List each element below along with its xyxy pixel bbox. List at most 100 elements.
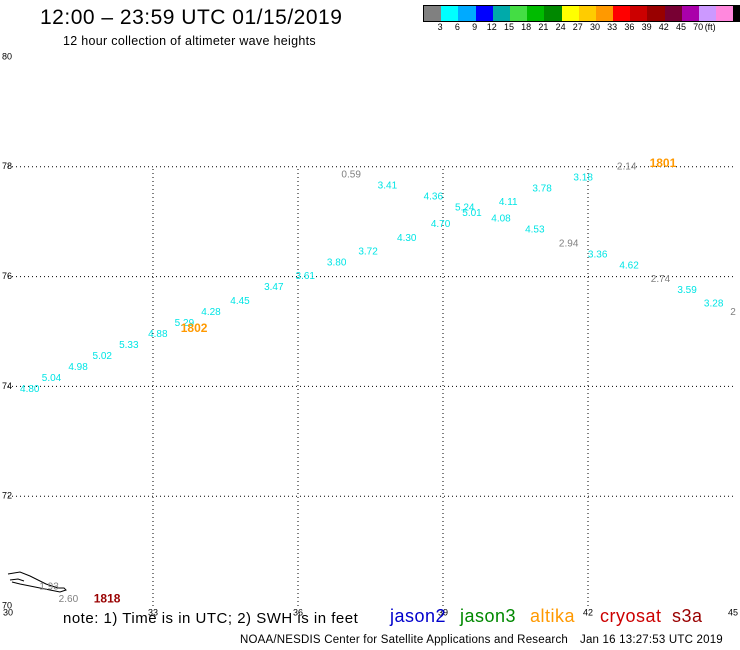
wave-height-label: 5.29 <box>175 318 195 329</box>
colorbar-label: 36 <box>624 22 635 32</box>
colorbar-swatch <box>681 6 699 21</box>
wave-height-label: 4.36 <box>424 192 444 203</box>
wave-height-label: 5.01 <box>462 208 482 219</box>
colorbar-label: 18 <box>521 22 532 32</box>
wave-height-label: 2.14 <box>617 161 637 172</box>
colorbar-labels: 3 6 9 12 15 18 21 24 27 30 33 36 39 42 45 70 (ft) <box>423 22 740 34</box>
page-title: 12:00 – 23:59 UTC 01/15/2019 <box>40 6 343 29</box>
mission-cryosat: cryosat <box>600 606 662 626</box>
colorbar-label: 21 <box>538 22 549 32</box>
colorbar-label: 24 <box>555 22 566 32</box>
wave-height-label: 4.70 <box>431 219 451 230</box>
x-tick-label: 42 <box>583 607 593 617</box>
colorbar-label: 33 <box>607 22 618 32</box>
wave-height-label: 4.98 <box>68 362 88 373</box>
y-tick-label: 80 <box>2 51 12 61</box>
wave-height-label: 4.53 <box>525 225 545 236</box>
wave-height-label: 5.33 <box>119 340 139 351</box>
x-tick-label: 45 <box>728 607 738 617</box>
wave-height-label: 3.47 <box>264 282 284 293</box>
x-tick-label: 36 <box>293 607 303 617</box>
colorbar-swatch <box>664 6 682 21</box>
y-tick-label: 72 <box>2 491 12 501</box>
wave-height-label: 2.74 <box>651 274 671 285</box>
wave-height-label: 4.88 <box>148 329 168 340</box>
colorbar-unit: (ft) <box>704 22 716 32</box>
wave-height-colorbar <box>423 5 740 22</box>
colorbar-swatch <box>699 6 717 21</box>
wave-height-label: 5.02 <box>93 351 113 362</box>
wave-height-label: 4.30 <box>397 233 417 244</box>
colorbar-swatch <box>509 6 528 21</box>
colorbar-label: 70 <box>693 22 704 32</box>
colorbar-swatch <box>595 6 614 21</box>
y-tick-label: 78 <box>2 161 12 171</box>
colorbar-label: 12 <box>486 22 497 32</box>
wave-height-label: 4.11 <box>499 197 518 208</box>
colorbar-swatch <box>475 6 493 21</box>
wave-height-label: 5.04 <box>42 373 62 384</box>
wave-height-label: 3.61 <box>296 271 316 282</box>
x-tick-label: 39 <box>438 607 448 617</box>
mission-jason3: jason3 <box>460 606 517 626</box>
footer-note: note: 1) Time is in UTC; 2) SWH is in fe… <box>63 610 359 627</box>
wave-height-label: 1.93 <box>39 581 59 592</box>
y-tick-label: 70 <box>2 600 12 610</box>
wave-height-label: 3.72 <box>358 247 378 258</box>
colorbar-swatch <box>578 6 596 21</box>
x-tick-label: 33 <box>148 607 158 617</box>
wave-height-label: 2 <box>730 307 736 318</box>
wave-height-label: 3.18 <box>573 172 593 183</box>
footer-timestamp: Jan 16 13:27:53 UTC 2019 <box>580 634 723 646</box>
colorbar-swatch <box>424 6 442 21</box>
colorbar-swatch <box>441 6 459 21</box>
wave-height-label: 4.45 <box>230 296 250 307</box>
colorbar-label: 6 <box>454 22 460 32</box>
wave-height-label: 4.80 <box>20 384 40 395</box>
colorbar-label: 9 <box>472 22 478 32</box>
y-tick-label: 74 <box>2 381 12 391</box>
colorbar-swatch <box>613 6 631 21</box>
wave-height-label: 3.59 <box>677 285 697 296</box>
colorbar-swatch <box>492 6 510 21</box>
colorbar-label: 39 <box>641 22 652 32</box>
colorbar-label: 27 <box>572 22 583 32</box>
colorbar-swatch <box>458 6 476 21</box>
wave-height-label: 3.36 <box>588 249 608 260</box>
colorbar-swatch <box>527 6 545 21</box>
page-subtitle: 12 hour collection of altimeter wave hei… <box>63 34 316 48</box>
pass-time-label: 1818 <box>94 592 121 606</box>
wave-height-label: 2.94 <box>559 238 579 249</box>
mission-jason2: jason2 <box>390 606 447 626</box>
wave-height-label: 4.28 <box>201 307 221 318</box>
colorbar-swatch <box>716 6 734 21</box>
wave-height-label: 0.59 <box>341 170 361 181</box>
y-tick-label: 76 <box>2 271 12 281</box>
wave-height-label: 3.80 <box>327 258 347 269</box>
colorbar-label: 15 <box>503 22 515 32</box>
wave-height-label: 5.24 <box>455 203 475 214</box>
colorbar-swatch <box>544 6 562 21</box>
wave-height-label: 3.78 <box>532 183 552 194</box>
wave-height-label: 3.28 <box>704 299 724 310</box>
mission-altika: altika <box>530 606 576 626</box>
wave-height-label: 2.60 <box>59 594 79 605</box>
pass-time-label: 1801 <box>650 156 677 170</box>
colorbar-label: 3 <box>437 22 443 32</box>
colorbar-label: 30 <box>589 22 601 32</box>
coastline <box>7 571 67 593</box>
wave-height-label: 4.62 <box>619 260 639 271</box>
mission-s3a: s3a <box>672 606 703 626</box>
footer-credit: NOAA/NESDIS Center for Satellite Applica… <box>240 634 569 646</box>
x-tick-label: 30 <box>3 607 13 617</box>
wave-height-label: 3.41 <box>378 181 398 192</box>
colorbar-label: 42 <box>658 22 669 32</box>
colorbar-swatch <box>561 6 579 21</box>
colorbar-label: 45 <box>675 22 687 32</box>
colorbar-swatch <box>733 6 740 21</box>
pass-time-label: 1802 <box>181 321 208 335</box>
colorbar-swatch <box>630 6 648 21</box>
wave-height-label: 4.08 <box>491 214 511 225</box>
